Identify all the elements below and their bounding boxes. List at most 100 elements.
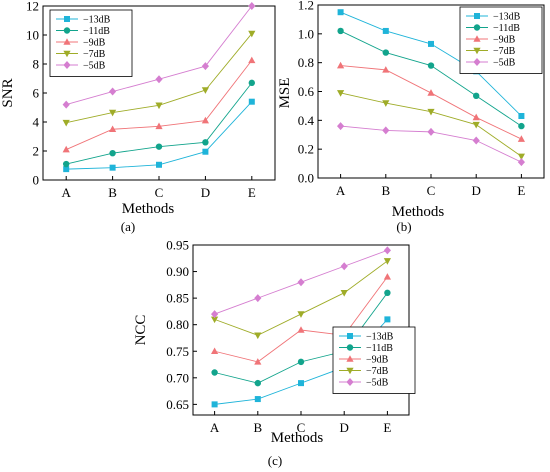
data-point bbox=[211, 369, 218, 376]
data-point bbox=[202, 148, 209, 155]
legend-label: −7dB bbox=[493, 46, 516, 57]
data-point bbox=[384, 316, 391, 323]
data-point bbox=[382, 100, 390, 107]
series-1 bbox=[62, 79, 255, 168]
legend-marker bbox=[346, 367, 354, 375]
data-point bbox=[383, 258, 391, 265]
y-tick-label: 0.80 bbox=[166, 317, 189, 332]
data-point bbox=[109, 125, 117, 133]
data-point bbox=[297, 311, 305, 318]
data-point bbox=[427, 89, 435, 96]
chart-panel-c: 0.65 0.70 0.75 0.80 0.85 0.90 0.95 A B C D E Methods… bbox=[133, 238, 416, 468]
data-point bbox=[384, 289, 391, 297]
legend-label: −9dB bbox=[366, 355, 389, 366]
y-tick-label: 8 bbox=[33, 57, 40, 72]
series-3 bbox=[337, 90, 525, 161]
legend-marker bbox=[63, 27, 71, 34]
legend-marker bbox=[347, 333, 353, 339]
y-axis-label: SNR bbox=[0, 78, 16, 107]
x-tick-label: B bbox=[253, 420, 262, 435]
data-point bbox=[155, 122, 163, 130]
data-point bbox=[254, 294, 262, 303]
legend-label: −7dB bbox=[83, 49, 106, 60]
x-tick-label: C bbox=[427, 183, 436, 198]
series-3 bbox=[211, 258, 391, 340]
data-point bbox=[382, 66, 390, 73]
x-tick-label: C bbox=[155, 185, 164, 200]
x-tick-label: D bbox=[340, 420, 349, 435]
data-point bbox=[340, 290, 348, 297]
series-2 bbox=[211, 273, 391, 365]
data-point bbox=[337, 122, 345, 131]
data-point bbox=[517, 135, 525, 142]
legend-label: −13dB bbox=[366, 332, 394, 343]
x-tick-label: D bbox=[201, 185, 210, 200]
data-point bbox=[472, 121, 480, 129]
x-tick-label: E bbox=[383, 420, 391, 435]
data-point bbox=[427, 108, 435, 116]
legend-marker bbox=[473, 35, 481, 42]
legend-label: −7dB bbox=[366, 366, 389, 377]
data-point bbox=[211, 316, 219, 324]
data-point bbox=[211, 401, 218, 408]
data-point bbox=[382, 126, 390, 135]
data-point bbox=[473, 92, 480, 100]
y-tick-label: 0.4 bbox=[298, 113, 315, 128]
panel-label: (b) bbox=[396, 219, 411, 234]
data-point bbox=[517, 153, 525, 161]
data-point bbox=[211, 347, 219, 355]
series-line bbox=[214, 260, 388, 336]
data-point bbox=[297, 278, 305, 287]
data-point bbox=[254, 332, 262, 340]
y-tick-label: 4 bbox=[33, 115, 40, 130]
data-point bbox=[427, 62, 435, 69]
data-point bbox=[427, 127, 435, 136]
x-tick-label: A bbox=[210, 420, 220, 435]
legend: −13dB−11dB−9dB−7dB−5dB bbox=[49, 9, 133, 77]
legend-label: −13dB bbox=[83, 15, 111, 26]
x-axis-label: Methods bbox=[271, 430, 324, 446]
data-point bbox=[201, 116, 209, 124]
data-point bbox=[109, 109, 117, 117]
y-axis-label: MSE bbox=[277, 78, 293, 109]
data-point bbox=[109, 87, 117, 96]
data-point bbox=[211, 310, 219, 319]
y-tick-label: 0.75 bbox=[166, 344, 189, 359]
series-1 bbox=[337, 27, 525, 130]
x-axis-label: Methods bbox=[392, 204, 445, 220]
data-point bbox=[428, 40, 434, 47]
data-point bbox=[248, 2, 256, 10]
y-tick-label: 1.0 bbox=[298, 26, 314, 41]
y-tick-label: 0.0 bbox=[298, 171, 314, 186]
data-point bbox=[201, 87, 209, 94]
y-tick-label: 0.65 bbox=[166, 397, 189, 412]
data-point bbox=[337, 27, 344, 35]
data-point bbox=[62, 160, 70, 168]
data-point bbox=[518, 122, 525, 130]
y-tick-label: 0.70 bbox=[166, 370, 189, 385]
x-tick-label: E bbox=[248, 185, 256, 200]
data-point bbox=[254, 396, 261, 403]
data-point bbox=[340, 262, 348, 271]
legend-label: −9dB bbox=[83, 38, 106, 49]
legend-marker bbox=[346, 344, 354, 351]
legend-marker bbox=[64, 16, 70, 22]
series-2 bbox=[62, 56, 256, 153]
y-tick-label: 6 bbox=[33, 86, 40, 101]
data-point bbox=[109, 164, 116, 171]
data-point bbox=[472, 136, 480, 145]
legend-label: −5dB bbox=[493, 58, 516, 69]
panel-label: (a) bbox=[121, 219, 135, 234]
data-point bbox=[254, 358, 262, 365]
x-tick-label: A bbox=[336, 183, 346, 198]
x-tick-label: B bbox=[108, 185, 117, 200]
data-point bbox=[202, 139, 209, 146]
legend-label: −11dB bbox=[83, 26, 110, 37]
y-tick-label: 1.2 bbox=[298, 0, 314, 13]
data-point bbox=[298, 380, 304, 387]
data-point bbox=[297, 326, 305, 333]
data-point bbox=[248, 79, 255, 87]
y-tick-label: 12 bbox=[26, 0, 39, 14]
data-point bbox=[155, 143, 163, 150]
y-tick-label: 0.90 bbox=[166, 264, 189, 279]
